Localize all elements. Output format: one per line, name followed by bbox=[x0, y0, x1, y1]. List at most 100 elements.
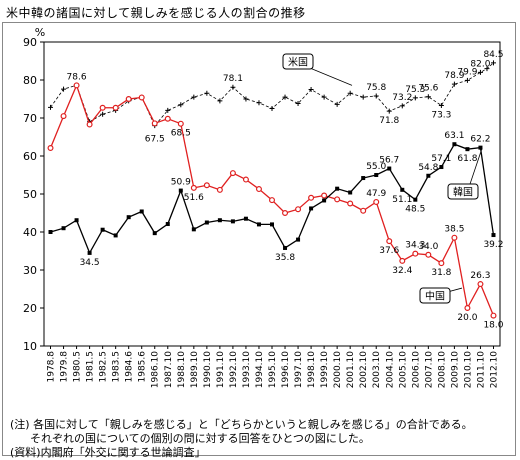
data-point bbox=[270, 222, 274, 227]
data-point bbox=[386, 238, 393, 245]
x-tick-label: 2008.10 bbox=[437, 351, 447, 388]
data-point bbox=[412, 250, 419, 257]
legend-leader bbox=[467, 148, 483, 191]
y-tick-label: 20 bbox=[23, 302, 37, 315]
x-tick-label: 1980.5 bbox=[73, 351, 83, 383]
x-tick-label: 1991.10 bbox=[216, 351, 226, 388]
y-tick-label: 10 bbox=[23, 340, 37, 353]
data-label: 39.2 bbox=[483, 240, 503, 250]
data-point bbox=[361, 176, 366, 181]
data-point bbox=[386, 108, 392, 114]
x-tick-label: 1982.5 bbox=[99, 351, 109, 383]
data-label: 75.6 bbox=[418, 84, 438, 94]
data-point bbox=[87, 250, 92, 255]
data-label: 32.4 bbox=[392, 266, 412, 276]
data-point bbox=[229, 170, 236, 177]
x-tick-label: 2006.10 bbox=[411, 351, 421, 388]
data-label: 35.8 bbox=[275, 253, 295, 263]
data-point bbox=[217, 218, 222, 223]
data-point bbox=[125, 95, 132, 102]
y-tick-label: 30 bbox=[23, 264, 37, 277]
data-label: 73.2 bbox=[392, 93, 412, 103]
x-tick-label: 2005.10 bbox=[398, 351, 408, 388]
data-point bbox=[126, 215, 131, 220]
y-tick-label: 60 bbox=[23, 150, 37, 163]
x-tick-label: 2012.10 bbox=[489, 351, 499, 388]
data-point bbox=[347, 200, 354, 207]
x-tick-label: 1998.10 bbox=[307, 351, 317, 388]
data-label: 26.3 bbox=[470, 271, 490, 281]
data-point bbox=[177, 120, 184, 127]
data-point bbox=[256, 222, 261, 227]
data-label: 62.2 bbox=[470, 135, 490, 145]
data-point bbox=[347, 90, 353, 96]
legend-box bbox=[282, 53, 314, 70]
data-point bbox=[373, 198, 380, 205]
data-point bbox=[438, 102, 444, 108]
legend-leader bbox=[304, 65, 353, 86]
data-point bbox=[242, 176, 249, 183]
data-point bbox=[48, 230, 53, 234]
data-point bbox=[425, 251, 432, 258]
data-label: 67.5 bbox=[145, 135, 165, 145]
data-point bbox=[295, 206, 302, 213]
data-point bbox=[465, 147, 470, 152]
data-point bbox=[282, 94, 288, 100]
legend-label: 韓国 bbox=[453, 187, 473, 199]
data-point bbox=[348, 190, 353, 195]
data-point bbox=[165, 222, 170, 227]
data-label: 55.0 bbox=[366, 162, 386, 172]
data-point bbox=[151, 120, 158, 127]
series-line-0 bbox=[50, 62, 494, 127]
data-point bbox=[309, 206, 314, 211]
data-point bbox=[452, 142, 457, 147]
data-label: 68.5 bbox=[171, 129, 191, 139]
y-axis-unit: % bbox=[35, 26, 45, 39]
note-line-1: (注) 各国に対して「親しみを感じる」と「どちらかというと親しみを感じる」の合計… bbox=[10, 418, 473, 431]
x-tick-label: 1984.6 bbox=[125, 351, 135, 383]
data-point bbox=[360, 207, 367, 214]
data-point bbox=[165, 107, 171, 113]
data-point bbox=[47, 145, 54, 152]
data-point bbox=[178, 188, 183, 193]
data-point bbox=[269, 197, 276, 204]
x-tick-label: 1979.8 bbox=[60, 351, 70, 383]
data-point bbox=[61, 86, 67, 92]
data-point bbox=[308, 194, 315, 201]
data-point bbox=[139, 209, 144, 214]
data-label: 78.1 bbox=[223, 74, 243, 84]
data-point bbox=[230, 84, 236, 90]
data-point bbox=[412, 95, 418, 101]
legend-box bbox=[419, 287, 451, 304]
data-point bbox=[73, 82, 80, 89]
data-label: 79.9 bbox=[457, 67, 477, 77]
data-point bbox=[243, 216, 248, 221]
data-point bbox=[334, 101, 340, 107]
data-point bbox=[203, 182, 210, 189]
data-point bbox=[399, 257, 406, 264]
data-point bbox=[478, 145, 483, 150]
data-label: 71.8 bbox=[379, 116, 399, 126]
data-point bbox=[425, 94, 431, 100]
data-point bbox=[334, 196, 341, 203]
data-point bbox=[360, 94, 366, 100]
data-label: 47.9 bbox=[366, 189, 386, 199]
data-label: 51.6 bbox=[184, 193, 204, 203]
data-point bbox=[477, 281, 484, 288]
data-point bbox=[113, 233, 118, 238]
legend-box bbox=[447, 183, 479, 200]
x-tick-label: 1995.10 bbox=[268, 351, 278, 388]
data-point bbox=[217, 98, 223, 104]
data-label: 82.0 bbox=[470, 59, 490, 69]
data-point bbox=[112, 104, 119, 111]
data-point bbox=[426, 173, 431, 178]
x-tick-label: 2010.10 bbox=[463, 351, 473, 388]
data-point bbox=[138, 94, 145, 101]
x-tick-label: 1983.5 bbox=[112, 351, 122, 383]
data-point bbox=[100, 227, 105, 232]
data-point bbox=[190, 184, 197, 191]
data-point bbox=[295, 101, 301, 107]
y-tick-label: 70 bbox=[23, 112, 37, 125]
data-point bbox=[490, 60, 496, 66]
data-point bbox=[60, 113, 67, 120]
